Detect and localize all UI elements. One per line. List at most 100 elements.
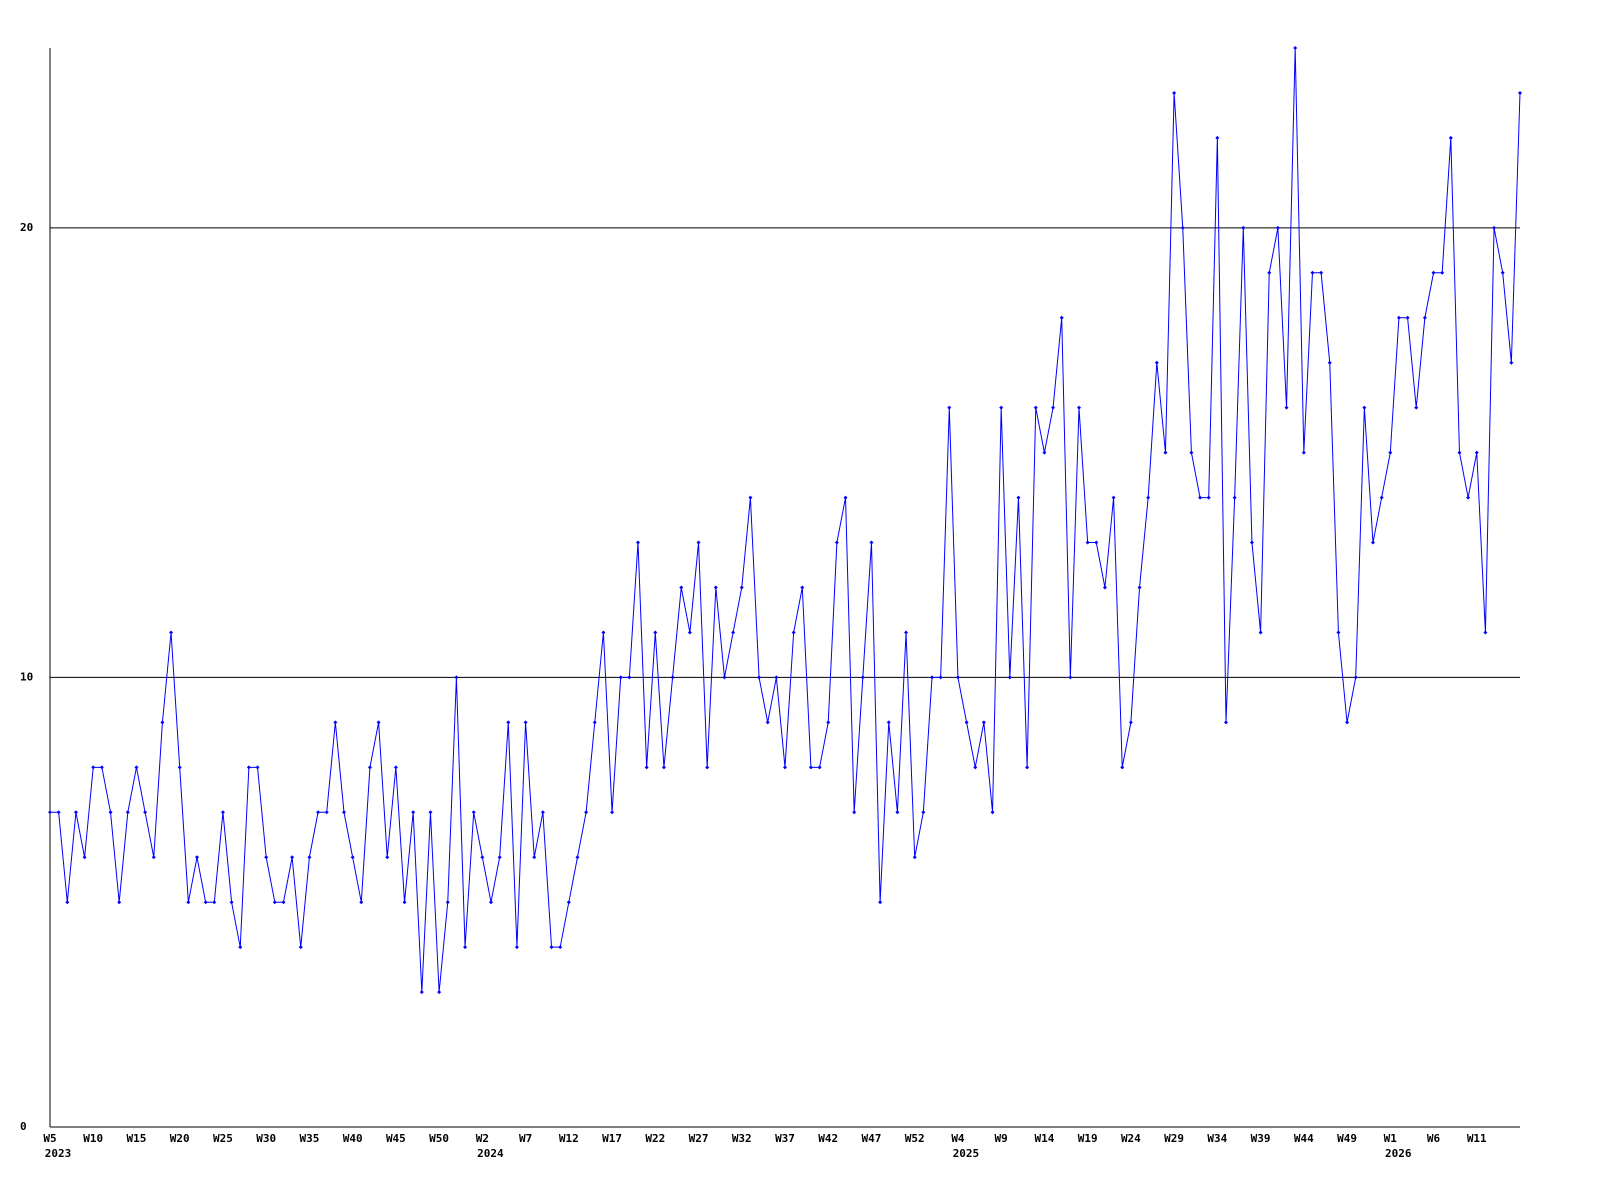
data-point xyxy=(445,900,450,905)
data-point xyxy=(1284,405,1289,410)
data-point xyxy=(1085,540,1090,545)
data-point xyxy=(886,720,891,725)
x-tick-label: W2 xyxy=(476,1132,489,1145)
data-point xyxy=(912,855,917,860)
data-point xyxy=(177,765,182,770)
data-point xyxy=(748,495,753,500)
data-point xyxy=(783,765,787,770)
data-point xyxy=(454,675,459,680)
data-point xyxy=(1198,495,1203,500)
data-point xyxy=(151,855,156,860)
data-point xyxy=(160,720,165,725)
data-point xyxy=(618,675,623,680)
data-point xyxy=(1440,270,1445,275)
data-point xyxy=(1215,135,1220,140)
data-point xyxy=(290,855,295,860)
data-point xyxy=(1206,495,1211,500)
data-point xyxy=(264,855,269,860)
data-point xyxy=(1336,630,1341,635)
data-point xyxy=(610,810,615,815)
x-tick-label: W30 xyxy=(256,1132,276,1145)
data-point xyxy=(1102,585,1107,590)
x-tick-label: W24 xyxy=(1121,1132,1141,1145)
data-point xyxy=(324,810,329,815)
data-point xyxy=(125,810,130,815)
x-tick-label: W52 xyxy=(905,1132,925,1145)
data-point xyxy=(376,720,381,725)
data-point xyxy=(471,810,476,815)
data-point xyxy=(489,900,493,905)
x-year-label: 2024 xyxy=(477,1147,504,1160)
x-tick-label: W15 xyxy=(127,1132,147,1145)
data-point xyxy=(281,900,286,905)
data-point xyxy=(791,630,796,635)
data-point xyxy=(826,720,831,725)
data-point xyxy=(1422,315,1427,320)
x-year-label: 2025 xyxy=(953,1147,980,1160)
x-tick-label: W12 xyxy=(559,1132,579,1145)
data-point xyxy=(852,810,857,815)
data-point xyxy=(696,540,701,545)
data-point xyxy=(1120,765,1125,770)
data-point xyxy=(601,630,606,635)
data-point xyxy=(1068,675,1073,680)
x-tick-label: W39 xyxy=(1251,1132,1271,1145)
data-point xyxy=(463,945,468,950)
data-point xyxy=(661,765,666,770)
data-point xyxy=(575,855,580,860)
data-point xyxy=(169,630,174,635)
data-point xyxy=(514,945,519,950)
data-point xyxy=(1111,495,1116,500)
data-point xyxy=(1025,765,1030,770)
data-point xyxy=(878,900,883,905)
data-point xyxy=(220,810,225,815)
data-point xyxy=(437,990,442,995)
data-point xyxy=(1405,315,1410,320)
data-point xyxy=(653,630,658,635)
data-point xyxy=(143,810,148,815)
data-point xyxy=(1431,270,1436,275)
data-point xyxy=(350,855,355,860)
data-point xyxy=(1371,540,1375,545)
data-point xyxy=(895,810,900,815)
data-point xyxy=(860,675,865,680)
data-point xyxy=(1163,450,1168,455)
data-point xyxy=(82,855,87,860)
data-point xyxy=(1345,720,1350,725)
data-point xyxy=(1483,630,1488,635)
data-point xyxy=(91,765,96,770)
x-tick-label: W4 xyxy=(951,1132,965,1145)
data-point xyxy=(1224,720,1228,725)
data-point xyxy=(930,675,934,680)
data-point xyxy=(955,675,960,680)
data-point xyxy=(834,540,839,545)
x-tick-label: W29 xyxy=(1164,1132,1184,1145)
data-point xyxy=(774,675,779,680)
series-line xyxy=(50,47,1521,993)
data-point xyxy=(584,810,589,815)
x-tick-label: W34 xyxy=(1207,1132,1227,1145)
x-tick-label: W35 xyxy=(299,1132,319,1145)
data-point xyxy=(800,585,805,590)
x-tick-label: W40 xyxy=(343,1132,363,1145)
x-tick-label: W47 xyxy=(862,1132,882,1145)
data-point xyxy=(1094,540,1099,545)
data-point xyxy=(333,720,338,725)
data-point xyxy=(947,405,952,410)
data-point xyxy=(229,900,234,905)
data-point xyxy=(1474,450,1479,455)
data-point xyxy=(1353,675,1358,680)
data-point xyxy=(1379,495,1384,500)
data-point xyxy=(1042,450,1047,455)
x-tick-label: W11 xyxy=(1467,1132,1487,1145)
data-point xyxy=(1396,315,1401,320)
data-point xyxy=(1388,450,1393,455)
data-point xyxy=(1258,630,1263,635)
x-tick-label: W1 xyxy=(1384,1132,1398,1145)
data-point xyxy=(757,675,762,680)
data-point xyxy=(1466,495,1471,500)
x-tick-label: W7 xyxy=(519,1132,532,1145)
data-point xyxy=(255,765,260,770)
data-point xyxy=(1301,450,1306,455)
data-point xyxy=(644,765,649,770)
